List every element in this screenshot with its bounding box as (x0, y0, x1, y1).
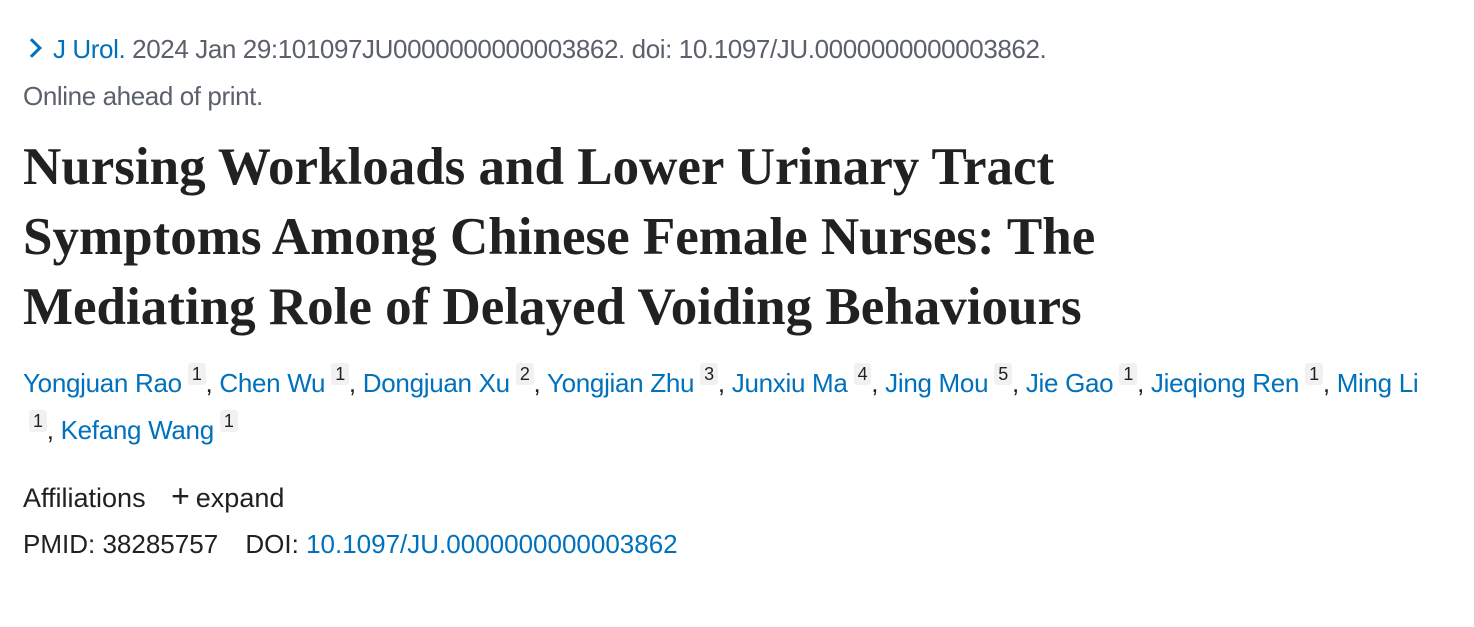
publication-status: Online ahead of print. (23, 81, 263, 111)
plus-icon: + (171, 478, 190, 514)
author-separator: , (871, 368, 886, 398)
doi-label: DOI: (245, 529, 299, 559)
article-title: Nursing Workloads and Lower Urinary Trac… (23, 138, 1096, 336)
affiliation-number[interactable]: 1 (1119, 363, 1138, 385)
author-link[interactable]: Ming Li (1336, 368, 1419, 398)
author-item: Jie Gao 1, (1025, 363, 1151, 398)
author-item: Yongjian Zhu 3, (546, 363, 732, 398)
affiliation-number[interactable]: 1 (29, 410, 47, 432)
author-item: Jieqiong Ren 1, (1150, 363, 1337, 398)
affiliation-number[interactable]: 1 (187, 363, 206, 385)
author-link[interactable]: Dongjuan Xu (362, 368, 510, 398)
author-item: Junxiu Ma 4, (731, 363, 886, 398)
author-separator: , (1011, 368, 1026, 398)
affiliations-label: Affiliations (23, 483, 146, 513)
author-link[interactable]: Chen Wu (219, 368, 326, 398)
affiliations-expand-button[interactable]: + expand (153, 478, 285, 514)
author-link[interactable]: Yongjuan Rao (23, 368, 182, 398)
affiliation-number[interactable]: 2 (515, 363, 534, 385)
author-item: Dongjuan Xu 2, (362, 363, 547, 398)
affiliation-number[interactable]: 4 (853, 363, 872, 385)
author-link[interactable]: Jieqiong Ren (1150, 368, 1300, 398)
author-separator: , (1322, 368, 1337, 398)
author-item: Chen Wu 1, (219, 363, 363, 398)
identifiers: PMID: 38285757 DOI: 10.1097/JU.000000000… (23, 524, 1443, 564)
author-list: Yongjuan Rao 1, Chen Wu 1, Dongjuan Xu 2, Y… (23, 360, 1423, 454)
author-link[interactable]: Junxiu Ma (731, 368, 848, 398)
expand-label: expand (195, 483, 285, 513)
author-separator: , (205, 368, 220, 398)
author-separator: , (717, 368, 732, 398)
author-item: Yongjuan Rao 1, (23, 363, 220, 398)
author-separator: , (533, 368, 547, 398)
pmid-label: PMID: (23, 529, 96, 559)
citation: J Urol. 2024 Jan 29:101097JU000000000000… (22, 26, 1443, 120)
citation-details: 2024 Jan 29:101097JU0000000000003862. do… (125, 34, 1047, 64)
author-link[interactable]: Kefang Wang (60, 415, 215, 445)
author-link[interactable]: Yongjian Zhu (546, 368, 695, 398)
affiliation-number[interactable]: 1 (331, 363, 349, 385)
author-separator: , (46, 415, 61, 445)
chevron-right-icon[interactable] (22, 38, 42, 58)
author-separator: , (348, 368, 363, 398)
author-item: Kefang Wang 1 (60, 410, 238, 445)
article-header: J Urol. 2024 Jan 29:101097JU000000000000… (22, 26, 1443, 564)
affiliation-number[interactable]: 1 (1305, 363, 1323, 385)
doi-link[interactable]: 10.1097/JU.0000000000003862 (306, 529, 678, 559)
affiliations: Affiliations + expand (23, 470, 1443, 524)
author-link[interactable]: Jie Gao (1025, 368, 1114, 398)
pmid-value: 38285757 (102, 529, 219, 559)
author-item: Jing Mou 5, (885, 363, 1026, 398)
journal-link[interactable]: J Urol. (53, 34, 126, 64)
affiliation-number[interactable]: 3 (700, 363, 718, 385)
author-item: Ming Li 1, (23, 368, 1419, 445)
affiliation-number[interactable]: 1 (219, 410, 238, 432)
author-separator: , (1137, 368, 1151, 398)
affiliation-number[interactable]: 5 (994, 363, 1012, 385)
author-link[interactable]: Jing Mou (885, 368, 989, 398)
